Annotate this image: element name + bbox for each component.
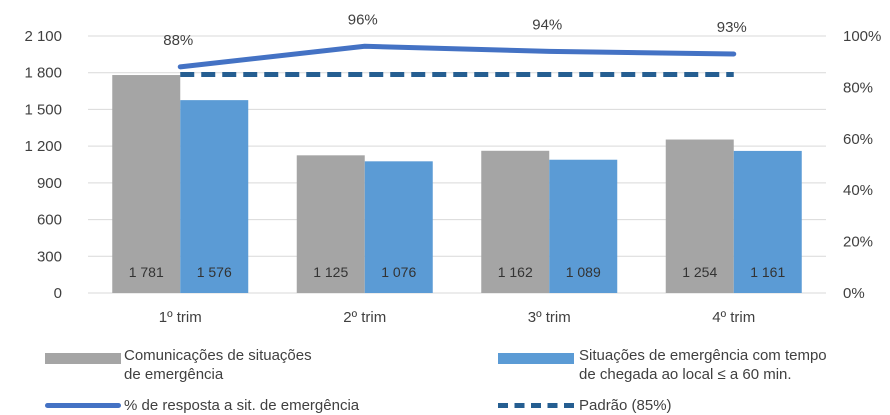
y-right-tick-label: 40% [843, 182, 873, 199]
data-label-series-2: 1 576 [197, 264, 232, 280]
bar-series-2 [733, 150, 802, 293]
legend-swatch-series-2 [498, 353, 574, 364]
legend-swatch-series-1 [45, 353, 121, 364]
y-right-tick-label: 0% [843, 285, 865, 302]
labels: 1 781 1 576 1 125 1 076 1 162 1 089 1 254 1 161… [129, 11, 786, 280]
bar-series-1 [665, 139, 734, 293]
data-label-series-1: 1 125 [313, 264, 348, 280]
lines [177, 43, 737, 78]
legend-label-series-2: Situações de emergência com tempo de che… [579, 347, 827, 383]
y-left-tick-label: 1 500 [24, 101, 62, 118]
bar-series-2 [549, 159, 618, 293]
line-series-3 [177, 43, 737, 70]
y-right-tick-label: 80% [843, 79, 873, 96]
x-tick-label: 3º trim [528, 309, 571, 326]
data-label-series-2: 1 161 [750, 264, 785, 280]
data-label-series-1: 1 781 [129, 264, 164, 280]
y-right-tick-label: 60% [843, 131, 873, 148]
bar-series-1 [481, 150, 550, 293]
data-label-series-2: 1 076 [381, 264, 416, 280]
bar-series-2 [364, 161, 433, 293]
y-left-tick-label: 0 [54, 285, 62, 302]
y-right-tick-label: 100% [843, 28, 881, 45]
x-tick-label: 4º trim [712, 309, 755, 326]
y-right-tick-label: 20% [843, 234, 873, 251]
bars [112, 75, 802, 293]
bar-series-1 [112, 75, 181, 293]
data-label-series-1: 1 254 [682, 264, 717, 280]
y-left-tick-label: 1 200 [24, 138, 62, 155]
data-label-series-3: 88% [163, 32, 193, 49]
axes: 0 300 600 900 1 200 1 500 1 800 2 100 0% 20% 40% 60… [24, 28, 881, 326]
y-left-tick-label: 1 800 [24, 65, 62, 82]
bar-series-2 [180, 100, 249, 293]
y-left-tick-label: 2 100 [24, 28, 62, 45]
data-label-series-1: 1 162 [498, 264, 533, 280]
data-label-series-2: 1 089 [566, 264, 601, 280]
y-left-tick-label: 900 [37, 175, 62, 192]
y-left-tick-label: 300 [37, 248, 62, 265]
legend-swatch-series-3 [45, 403, 121, 408]
data-label-series-3: 96% [348, 11, 378, 28]
legend-swatch-series-4 [498, 403, 574, 408]
bar-series-1 [296, 155, 365, 293]
legend-label-series-1: Comunicações de situações de emergência [124, 347, 312, 383]
data-label-series-3: 94% [532, 16, 562, 33]
y-left-tick-label: 600 [37, 212, 62, 229]
x-tick-label: 2º trim [343, 309, 386, 326]
data-label-series-3: 93% [717, 19, 747, 36]
x-tick-label: 1º trim [159, 309, 202, 326]
legend-label-series-3: % de resposta a sit. de emergência [124, 397, 360, 414]
legend-label-series-4: Padrão (85%) [579, 397, 672, 414]
